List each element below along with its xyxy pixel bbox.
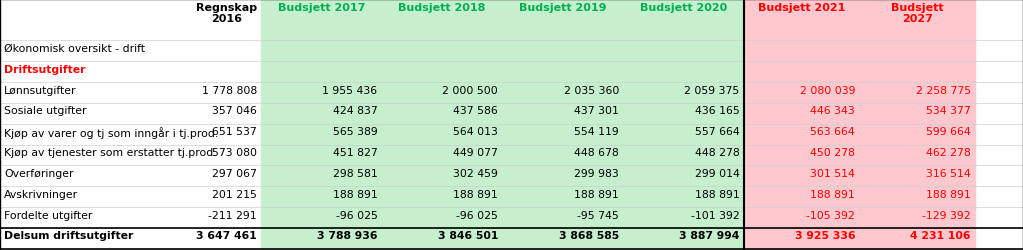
- Text: 2 258 775: 2 258 775: [916, 85, 971, 95]
- Text: Sosiale utgifter: Sosiale utgifter: [4, 106, 87, 116]
- Text: 437 301: 437 301: [574, 106, 619, 116]
- Text: 297 067: 297 067: [212, 168, 257, 178]
- Text: 1 955 436: 1 955 436: [322, 85, 377, 95]
- Text: Kjøp av tjenester som erstatter tj.prod.: Kjøp av tjenester som erstatter tj.prod.: [4, 148, 217, 158]
- Text: -96 025: -96 025: [336, 210, 377, 220]
- Bar: [859, 0, 975, 250]
- Text: 2 059 375: 2 059 375: [684, 85, 740, 95]
- Text: 3 647 461: 3 647 461: [196, 230, 257, 240]
- Text: 573 080: 573 080: [212, 148, 257, 158]
- Text: Lønnsutgifter: Lønnsutgifter: [4, 85, 77, 95]
- Text: 357 046: 357 046: [212, 106, 257, 116]
- Text: 651 537: 651 537: [212, 127, 257, 137]
- Text: 448 678: 448 678: [574, 148, 619, 158]
- Text: 437 586: 437 586: [453, 106, 498, 116]
- Bar: [744, 0, 859, 250]
- Text: 4 231 106: 4 231 106: [910, 230, 971, 240]
- Text: 2 035 360: 2 035 360: [564, 85, 619, 95]
- Text: 462 278: 462 278: [926, 148, 971, 158]
- Text: 448 278: 448 278: [695, 148, 740, 158]
- Text: -101 392: -101 392: [691, 210, 740, 220]
- Text: 451 827: 451 827: [332, 148, 377, 158]
- Text: 534 377: 534 377: [926, 106, 971, 116]
- Text: 3 788 936: 3 788 936: [317, 230, 377, 240]
- Text: -129 392: -129 392: [922, 210, 971, 220]
- Text: -211 291: -211 291: [208, 210, 257, 220]
- Text: 316 514: 316 514: [926, 168, 971, 178]
- Text: -105 392: -105 392: [806, 210, 855, 220]
- Text: 2 080 039: 2 080 039: [800, 85, 855, 95]
- Text: 3 887 994: 3 887 994: [679, 230, 740, 240]
- Text: 554 119: 554 119: [574, 127, 619, 137]
- Text: 3 868 585: 3 868 585: [559, 230, 619, 240]
- Text: 3 925 336: 3 925 336: [795, 230, 855, 240]
- Text: 188 891: 188 891: [574, 189, 619, 199]
- Text: 446 343: 446 343: [810, 106, 855, 116]
- Text: Delsum driftsutgifter: Delsum driftsutgifter: [4, 230, 133, 240]
- Text: 564 013: 564 013: [453, 127, 498, 137]
- Bar: [382, 0, 502, 250]
- Text: 188 891: 188 891: [810, 189, 855, 199]
- Text: Overføringer: Overføringer: [4, 168, 74, 178]
- Text: 3 846 501: 3 846 501: [438, 230, 498, 240]
- Text: Kjøp av varer og tj som inngår i tj.prod.: Kjøp av varer og tj som inngår i tj.prod…: [4, 127, 218, 138]
- Text: 449 077: 449 077: [453, 148, 498, 158]
- Bar: [502, 0, 623, 250]
- Text: 201 215: 201 215: [212, 189, 257, 199]
- Text: Avskrivninger: Avskrivninger: [4, 189, 78, 199]
- Text: Økonomisk oversikt - drift: Økonomisk oversikt - drift: [4, 44, 145, 54]
- Text: 299 983: 299 983: [574, 168, 619, 178]
- Text: 557 664: 557 664: [695, 127, 740, 137]
- Text: Budsjett 2018: Budsjett 2018: [398, 2, 486, 12]
- Text: 301 514: 301 514: [810, 168, 855, 178]
- Text: Budsjett 2021: Budsjett 2021: [758, 2, 845, 12]
- Text: -96 025: -96 025: [456, 210, 498, 220]
- Text: 2 000 500: 2 000 500: [443, 85, 498, 95]
- Text: Driftsutgifter: Driftsutgifter: [4, 64, 86, 74]
- Text: -95 745: -95 745: [577, 210, 619, 220]
- Text: 188 891: 188 891: [695, 189, 740, 199]
- Text: Budsjett 2017: Budsjett 2017: [277, 2, 365, 12]
- Text: 424 837: 424 837: [332, 106, 377, 116]
- Text: 599 664: 599 664: [926, 127, 971, 137]
- Text: Fordelte utgifter: Fordelte utgifter: [4, 210, 92, 220]
- Text: Budsjett
2027: Budsjett 2027: [891, 2, 943, 24]
- Text: 188 891: 188 891: [332, 189, 377, 199]
- Text: 565 389: 565 389: [332, 127, 377, 137]
- Text: 298 581: 298 581: [332, 168, 377, 178]
- Text: 436 165: 436 165: [695, 106, 740, 116]
- Text: Budsjett 2019: Budsjett 2019: [519, 2, 607, 12]
- Text: 299 014: 299 014: [695, 168, 740, 178]
- Text: 302 459: 302 459: [453, 168, 498, 178]
- Text: 563 664: 563 664: [810, 127, 855, 137]
- Text: 1 778 808: 1 778 808: [202, 85, 257, 95]
- Text: Budsjett 2020: Budsjett 2020: [639, 2, 727, 12]
- Text: 188 891: 188 891: [453, 189, 498, 199]
- Bar: [623, 0, 744, 250]
- Text: Regnskap
2016: Regnskap 2016: [195, 2, 257, 24]
- Bar: [261, 0, 382, 250]
- Text: 450 278: 450 278: [810, 148, 855, 158]
- Text: 188 891: 188 891: [926, 189, 971, 199]
